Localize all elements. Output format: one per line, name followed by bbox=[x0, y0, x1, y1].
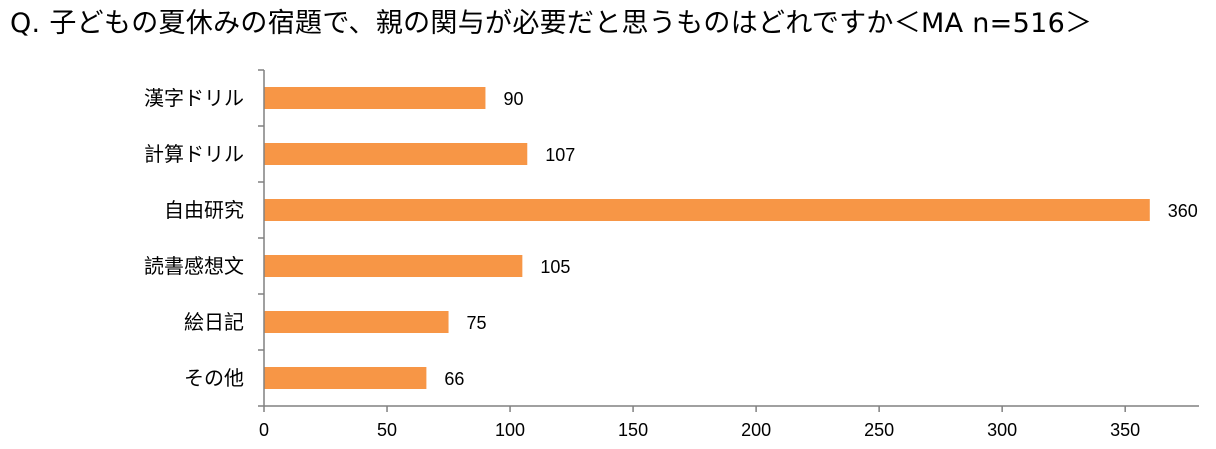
category-label: 漢字ドリル bbox=[144, 86, 244, 110]
category-label: 計算ドリル bbox=[144, 142, 244, 166]
chart-title: Q. 子どもの夏休みの宿題で、親の関与が必要だと思うものはどれですか＜MA n=… bbox=[10, 8, 1093, 39]
x-tick-label: 100 bbox=[495, 420, 525, 440]
x-tick-label: 200 bbox=[741, 420, 771, 440]
category-label: その他 bbox=[184, 366, 244, 390]
data-label: 360 bbox=[1168, 201, 1198, 221]
x-tick-label: 300 bbox=[987, 420, 1017, 440]
data-label: 66 bbox=[444, 369, 464, 389]
data-label: 75 bbox=[467, 313, 487, 333]
x-tick-label: 250 bbox=[864, 420, 894, 440]
bar bbox=[264, 143, 528, 165]
bar bbox=[264, 367, 427, 389]
category-label: 読書感想文 bbox=[144, 254, 244, 278]
data-label: 90 bbox=[503, 89, 523, 109]
bar bbox=[264, 255, 523, 277]
bar bbox=[264, 87, 486, 109]
x-tick-label: 150 bbox=[618, 420, 648, 440]
data-label: 107 bbox=[545, 145, 575, 165]
bar bbox=[264, 311, 449, 333]
bar bbox=[264, 199, 1150, 221]
x-tick-label: 0 bbox=[259, 420, 269, 440]
x-tick-label: 350 bbox=[1110, 420, 1140, 440]
x-tick-label: 50 bbox=[377, 420, 397, 440]
category-label: 絵日記 bbox=[184, 310, 244, 334]
category-label: 自由研究 bbox=[164, 198, 244, 222]
data-label: 105 bbox=[540, 257, 570, 277]
